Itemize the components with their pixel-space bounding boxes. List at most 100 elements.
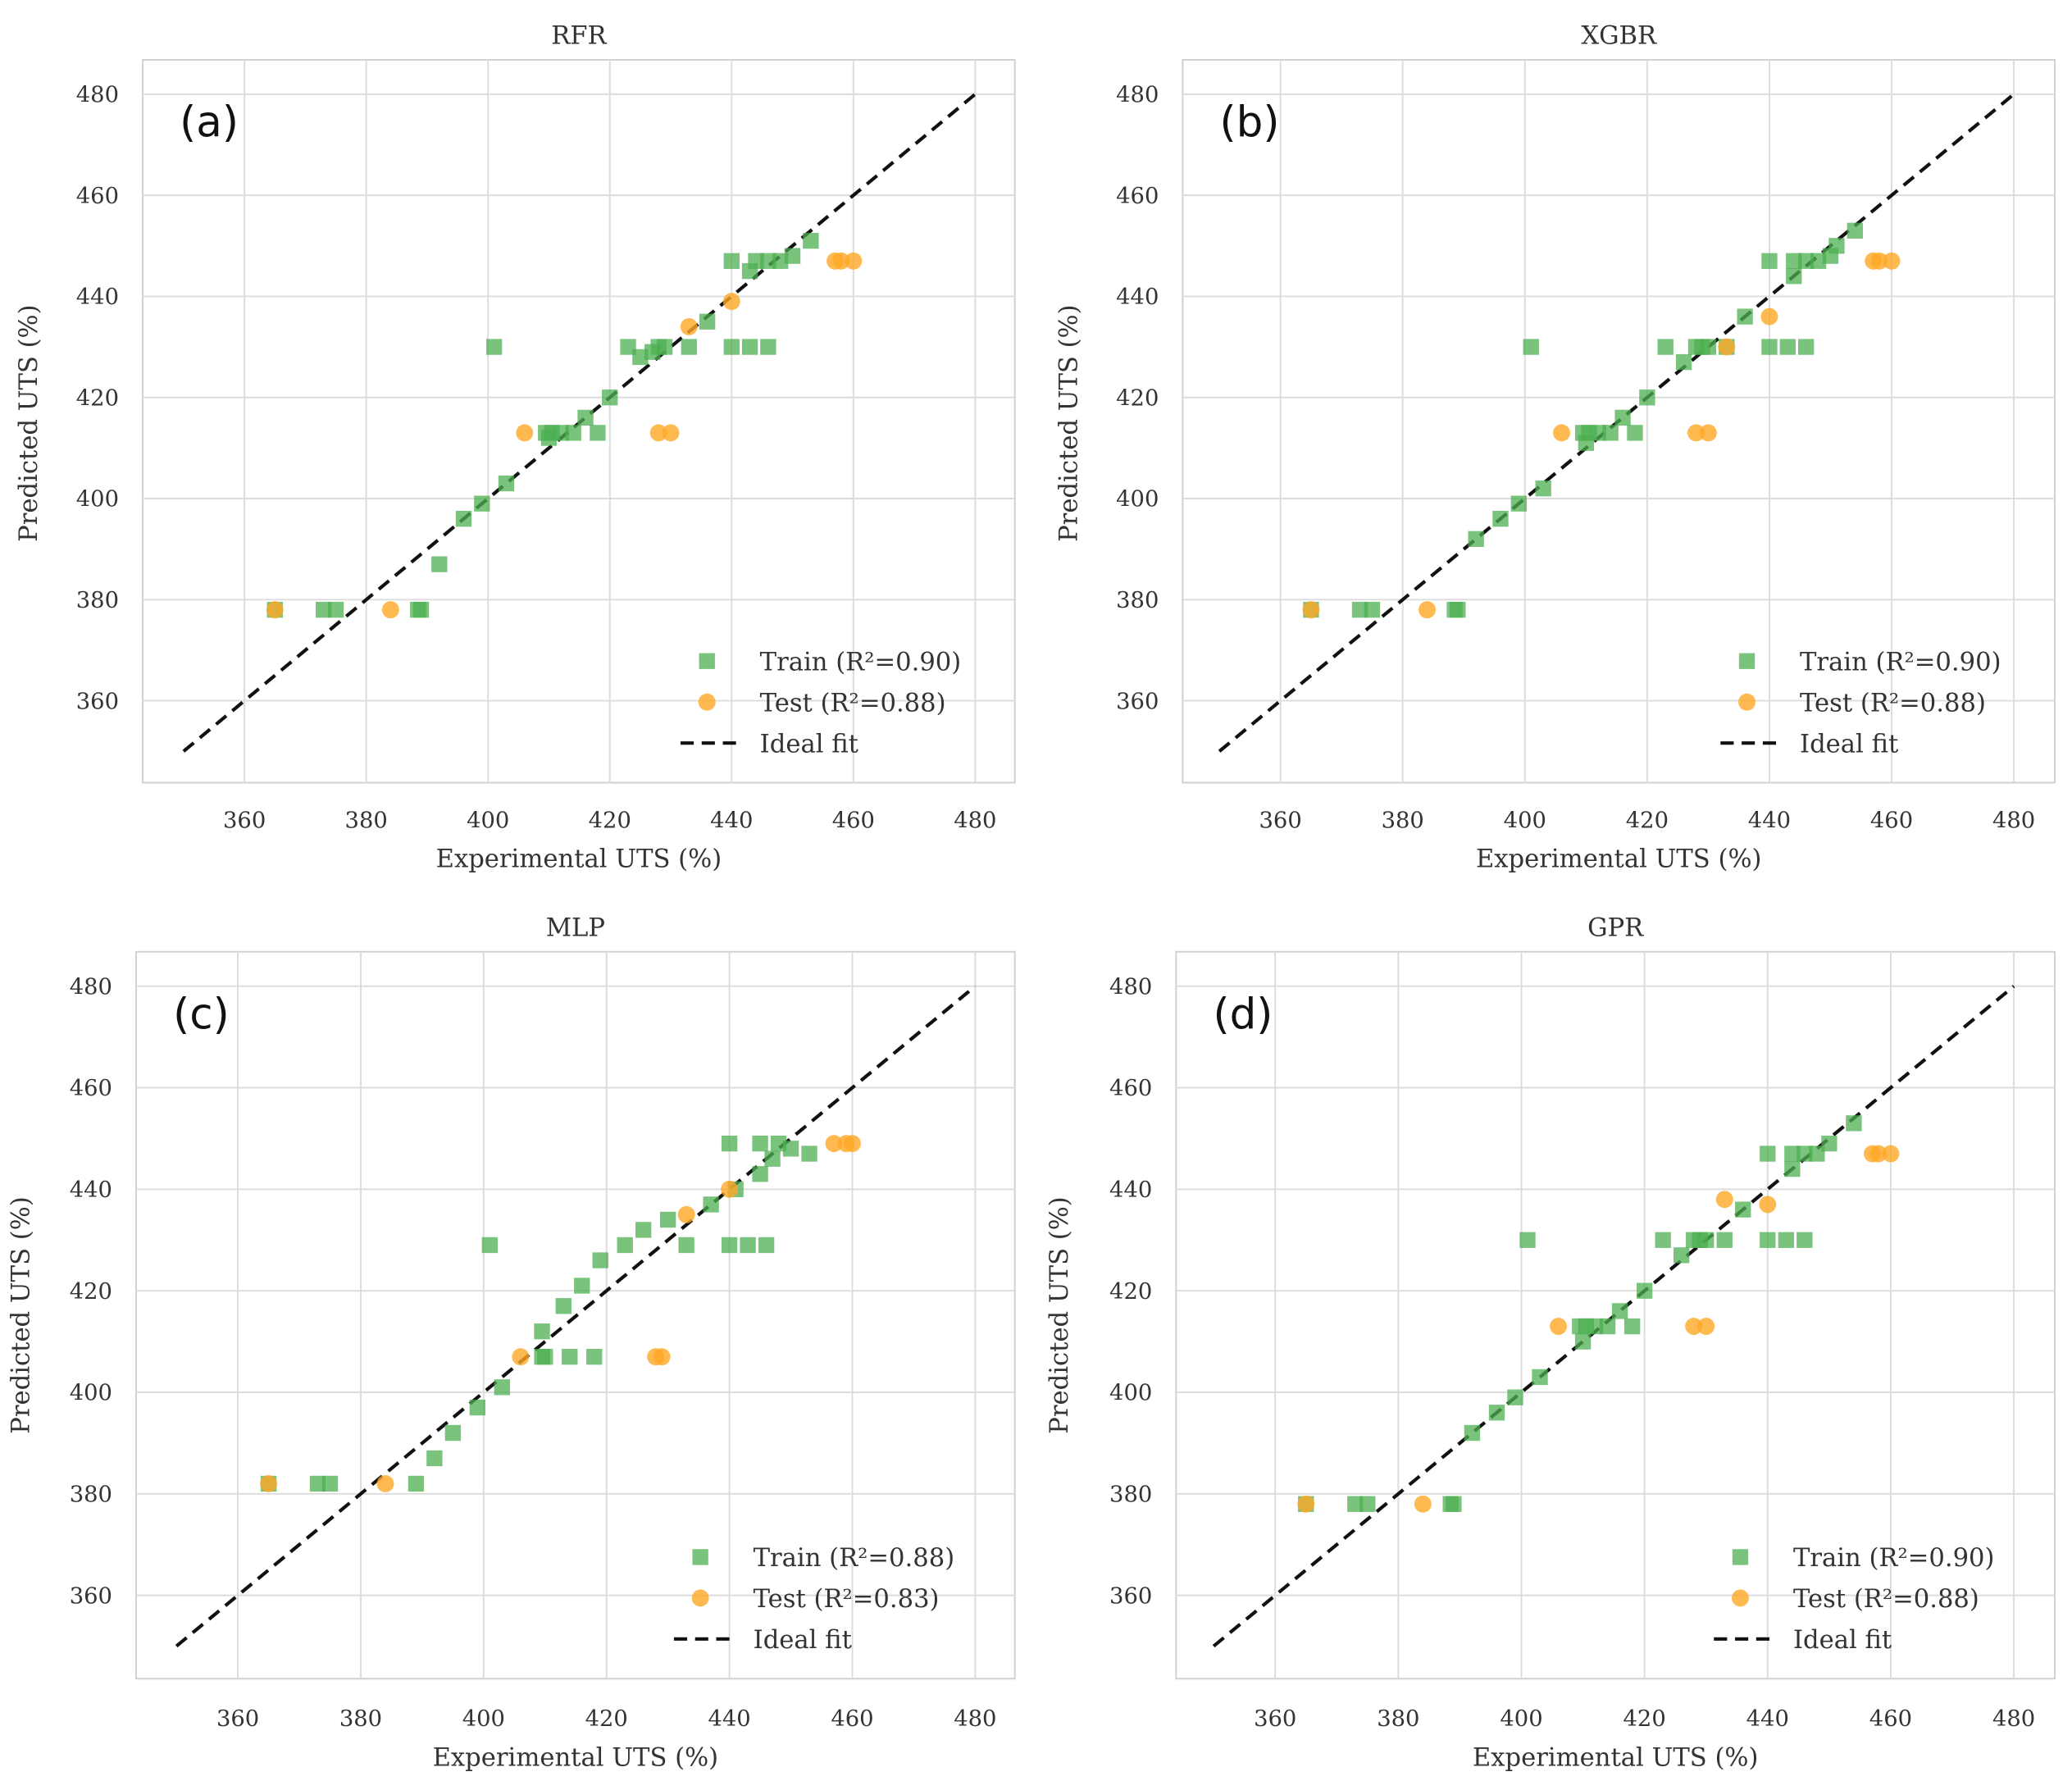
series-train [266, 232, 819, 618]
train-point [1364, 601, 1381, 618]
test-point [662, 424, 680, 442]
series-train [1303, 222, 1863, 618]
train-point [1786, 253, 1802, 269]
legend-train-label: Train (R²=0.90) [1793, 1544, 1995, 1573]
subplot-gpr: 360 380 400 420 440 460 480 360 380 400 420 440 460 4… [1045, 913, 2056, 1773]
train-point [1675, 353, 1692, 371]
train-point [1587, 1318, 1604, 1335]
legend-train-label: Train (R²=0.90) [1800, 649, 2001, 677]
train-point [408, 1475, 425, 1492]
train-point [1716, 1232, 1733, 1248]
x-tick-label: 480 [954, 808, 996, 833]
train-point [1574, 1333, 1592, 1350]
train-point [412, 601, 430, 618]
test-point [844, 1135, 861, 1153]
train-point [1464, 1424, 1481, 1442]
x-tick-label: 440 [1748, 808, 1791, 833]
x-tick-label: 420 [585, 1706, 628, 1732]
test-point [1870, 252, 1888, 270]
train-point [1532, 1369, 1548, 1386]
train-point [723, 253, 740, 269]
x-axis-label: Experimental UTS (%) [1476, 845, 1762, 874]
train-point [1657, 339, 1674, 355]
train-point [1468, 531, 1484, 548]
train-point [590, 425, 606, 441]
train-point [327, 601, 344, 618]
train-point [534, 1323, 550, 1340]
y-tick-label: 420 [1109, 1279, 1152, 1305]
panel-label: (d) [1213, 990, 1273, 1039]
y-tick-label: 400 [1109, 1381, 1152, 1406]
test-point [376, 1474, 394, 1492]
test-point [1883, 252, 1901, 270]
train-point [498, 475, 515, 492]
series-test [1297, 1145, 1900, 1513]
train-point [752, 1166, 768, 1182]
panel-label: (b) [1220, 98, 1280, 147]
y-tick-label: 460 [1109, 1076, 1152, 1101]
y-tick-label: 360 [1116, 689, 1159, 714]
legend-test-marker [691, 1589, 709, 1607]
train-point [620, 339, 636, 355]
subplot-title: MLP [546, 913, 605, 942]
test-point [653, 1348, 671, 1366]
train-point [1636, 1282, 1653, 1299]
test-point [832, 252, 850, 270]
train-point [321, 1475, 339, 1492]
series-test [260, 1135, 861, 1492]
train-point [1761, 339, 1778, 355]
x-tick-label: 420 [589, 808, 631, 833]
x-axis-label: Experimental UTS (%) [1473, 1744, 1759, 1773]
train-point [721, 1135, 738, 1152]
train-point [1760, 1232, 1776, 1248]
train-point [553, 425, 570, 441]
x-tick-label: 460 [1870, 808, 1913, 833]
x-axis-label: Experimental UTS (%) [433, 1744, 719, 1773]
test-point [516, 424, 534, 442]
train-point [1760, 1146, 1776, 1162]
train-point [1784, 1160, 1801, 1177]
subplot-title: GPR [1587, 913, 1644, 942]
legend-test-label: Test (R²=0.88) [760, 689, 946, 717]
legend-ideal-fit-label: Ideal fit [754, 1626, 853, 1655]
legend-train-marker [699, 653, 715, 669]
legend-train-marker [692, 1549, 708, 1565]
y-axis-label: Predicted UTS (%) [15, 304, 43, 542]
series-train [1298, 1115, 1862, 1512]
train-point [1450, 601, 1466, 618]
train-point [1510, 495, 1528, 512]
train-point [1735, 1201, 1751, 1218]
legend: Train (R²=0.90) Test (R²=0.88) Ideal fit [1720, 649, 2001, 758]
y-axis-label: Predicted UTS (%) [1054, 304, 1083, 542]
subplot-title: RFR [551, 22, 607, 51]
train-point [444, 1424, 462, 1442]
legend: Train (R²=0.90) Test (R²=0.88) Ideal fit [680, 649, 961, 758]
train-point [1611, 1303, 1628, 1319]
train-point [469, 1399, 486, 1416]
train-point [494, 1379, 510, 1396]
train-point [602, 389, 618, 406]
train-point [760, 253, 776, 269]
train-point [699, 313, 716, 330]
legend-ideal-fit-label: Ideal fit [1793, 1626, 1892, 1655]
x-tick-label: 480 [1992, 1706, 2035, 1732]
train-point [586, 1348, 603, 1365]
x-tick-label: 420 [1623, 1706, 1666, 1732]
x-tick-label: 480 [1992, 808, 2035, 833]
train-point [592, 1252, 608, 1268]
train-point [1809, 1146, 1825, 1162]
train-point [1655, 1232, 1671, 1248]
y-tick-label: 440 [76, 285, 119, 310]
train-point [772, 253, 789, 269]
test-point [260, 1474, 278, 1492]
train-point [474, 495, 490, 512]
train-point [1810, 253, 1827, 269]
train-point [1784, 1146, 1801, 1162]
x-tick-label: 400 [467, 808, 509, 833]
train-point [617, 1237, 633, 1254]
train-point [764, 1150, 781, 1167]
train-point [748, 253, 764, 269]
train-point [309, 1475, 326, 1492]
y-tick-label: 360 [1109, 1583, 1152, 1609]
test-point [1553, 424, 1570, 442]
